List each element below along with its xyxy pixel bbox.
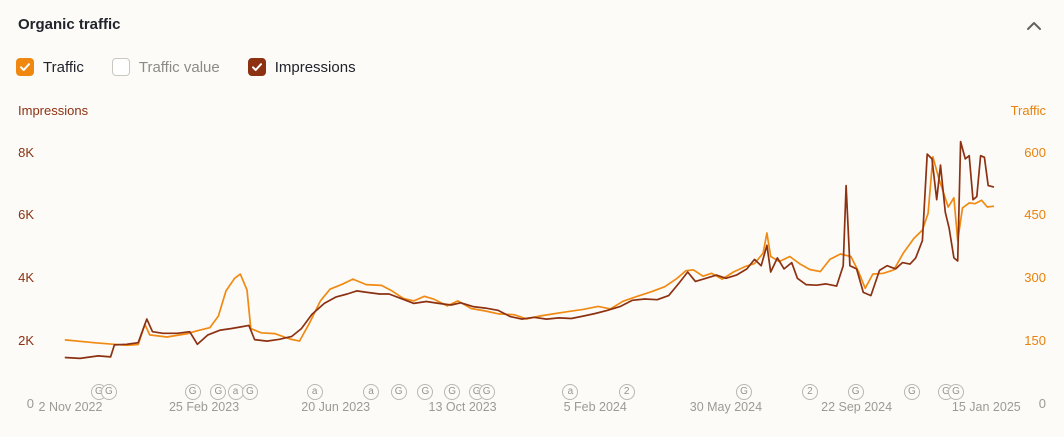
badge-letter-g: G (241, 384, 258, 400)
badge-letter-a: a (562, 384, 579, 400)
google-update-badge[interactable]: 2 (618, 384, 635, 400)
badge-letter-g: G (847, 384, 864, 400)
right-axis-tick-600: 600 (1024, 144, 1046, 160)
legend-item-impressions[interactable]: Impressions (247, 58, 356, 76)
chevron-up-icon (1027, 22, 1041, 30)
google-update-badge[interactable]: G (903, 384, 920, 400)
badge-letter-a: a (363, 384, 379, 400)
google-update-badge[interactable]: a (363, 384, 379, 400)
x-tick-label: 2 Nov 2022 (38, 400, 103, 414)
badge-letter-2: 2 (801, 384, 818, 400)
google-update-badge[interactable]: 2 (801, 384, 818, 400)
google-update-badge[interactable]: a (306, 384, 323, 400)
left-axis-tick-2K: 2K (18, 333, 34, 349)
checkbox-traffic-value[interactable] (111, 58, 130, 76)
badge-letter-g: G (184, 384, 201, 400)
x-tick-label: 20 Jun 2023 (301, 400, 371, 414)
left-axis-tick-4K: 4K (18, 270, 34, 286)
badge-letter-g: G (478, 384, 495, 400)
google-update-badge[interactable]: G (390, 384, 407, 400)
check-icon (20, 63, 30, 71)
badge-letter-g: G (903, 384, 920, 400)
chart-plot-area[interactable] (60, 140, 1014, 404)
google-update-badge[interactable]: G (184, 384, 201, 400)
check-icon (251, 63, 262, 71)
x-tick-label: 15 Jan 2025 (951, 400, 1021, 414)
left-axis-title: Impressions (18, 103, 89, 118)
x-tick-label: 30 May 2024 (689, 400, 763, 414)
legend-label-traffic-value: Traffic value (138, 58, 220, 76)
legend-item-traffic-value[interactable]: Traffic value (111, 58, 220, 76)
google-update-badge[interactable]: G (241, 384, 258, 400)
badge-letter-g: G (100, 384, 117, 400)
x-tick-label: 5 Feb 2024 (563, 400, 627, 414)
badge-letter-g: G (736, 384, 753, 400)
google-update-badge[interactable]: G (736, 384, 753, 400)
right-axis-tick-150: 150 (1024, 333, 1046, 349)
left-axis-tick-6K: 6K (18, 207, 34, 223)
google-update-badge[interactable]: G (444, 384, 461, 400)
x-tick-label: 25 Feb 2023 (168, 400, 240, 414)
badge-letter-g: G (390, 384, 407, 400)
checkbox-traffic[interactable] (16, 58, 34, 76)
legend-label-traffic: Traffic (43, 58, 84, 76)
google-update-badge[interactable]: a (562, 384, 579, 400)
legend-item-traffic[interactable]: Traffic (16, 58, 84, 76)
google-update-badge[interactable]: G (847, 384, 864, 400)
x-tick-label: 22 Sep 2024 (821, 400, 893, 414)
checkbox-impressions[interactable] (247, 58, 266, 76)
left-axis-tick-8K: 8K (18, 144, 34, 160)
x-tick-label: 13 Oct 2023 (428, 400, 497, 414)
badge-letter-g: G (417, 384, 434, 400)
badge-letter-g: G (444, 384, 461, 400)
page-title: Organic traffic (18, 16, 121, 33)
badge-letter-g: G (210, 384, 227, 400)
right-axis-title: Traffic (1010, 103, 1046, 118)
traffic-line (64, 155, 995, 347)
collapse-button[interactable] (1024, 18, 1044, 34)
legend-label-impressions: Impressions (274, 58, 356, 76)
legend: Traffic Traffic value Impressions (16, 58, 356, 76)
left-axis-tick-0: 0 (26, 396, 34, 411)
right-axis-tick-300: 300 (1024, 270, 1046, 286)
badge-letter-g: G (948, 384, 965, 400)
right-axis-tick-450: 450 (1024, 207, 1046, 223)
badge-letter-2: 2 (618, 384, 635, 400)
badge-letter-a: a (306, 384, 323, 400)
impressions-line (64, 140, 995, 360)
right-axis-tick-0: 0 (1038, 396, 1046, 411)
google-update-badge[interactable]: G (210, 384, 227, 400)
google-update-badge[interactable]: G (417, 384, 434, 400)
